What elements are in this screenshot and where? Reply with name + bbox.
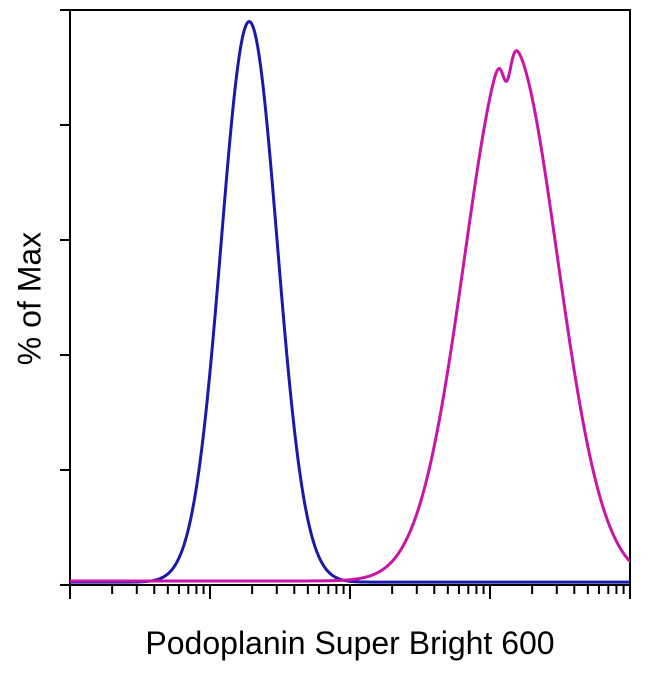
chart-container: % of Max Podoplanin Super Bright 600 (0, 0, 650, 680)
x-axis-label: Podoplanin Super Bright 600 (70, 625, 630, 662)
histogram-plot (56, 4, 636, 605)
y-axis-label: % of Max (12, 199, 49, 399)
